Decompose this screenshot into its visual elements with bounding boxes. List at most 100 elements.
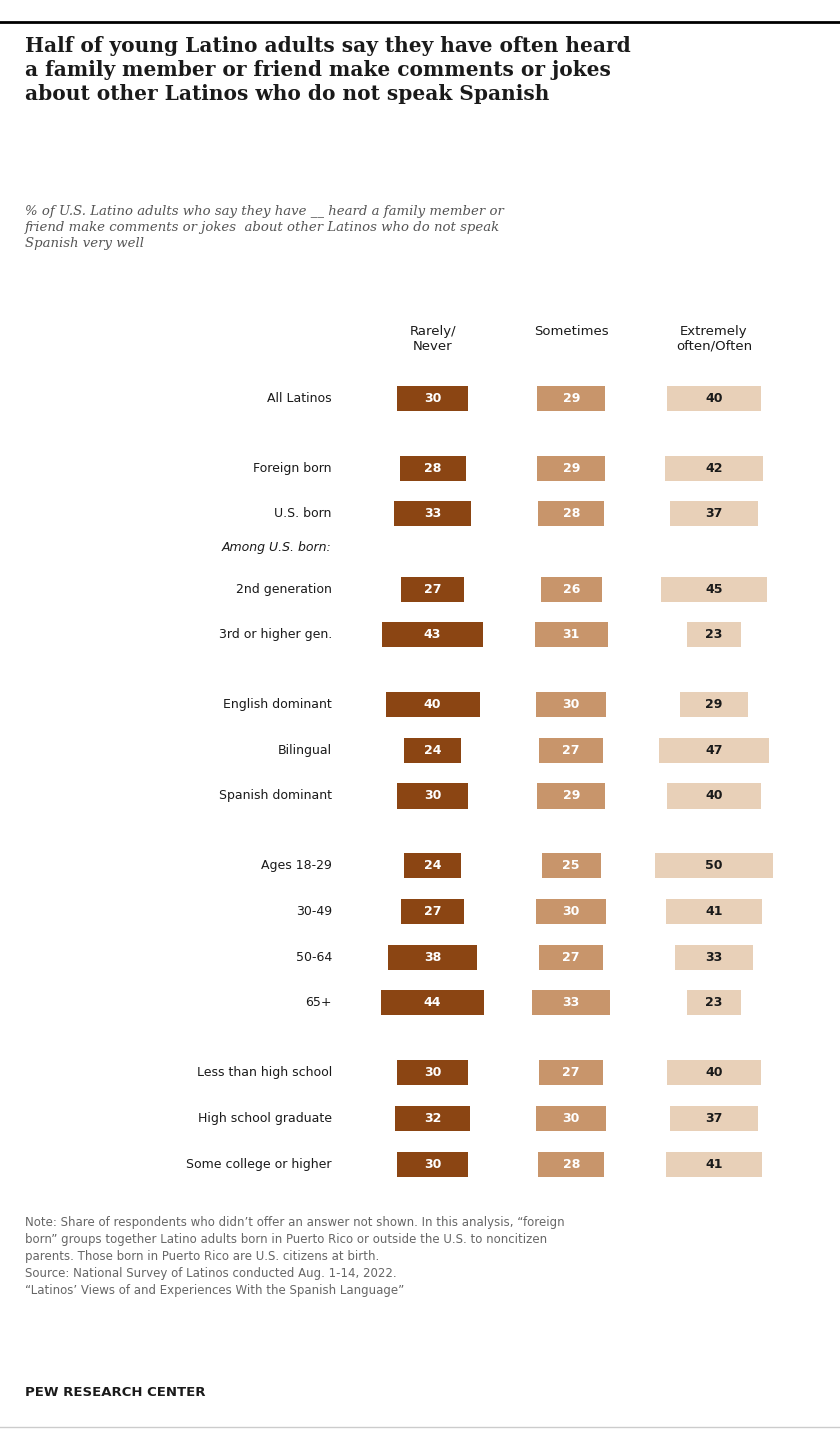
Text: 28: 28 xyxy=(424,462,441,475)
Text: 38: 38 xyxy=(424,950,441,963)
Text: Note: Share of respondents who didn’t offer an answer not shown. In this analysi: Note: Share of respondents who didn’t of… xyxy=(25,1216,564,1297)
Text: 30: 30 xyxy=(563,697,580,710)
Text: 2nd generation: 2nd generation xyxy=(236,582,332,595)
FancyBboxPatch shape xyxy=(667,784,761,809)
Text: 28: 28 xyxy=(563,507,580,520)
Text: 30: 30 xyxy=(424,1066,441,1079)
Text: 30: 30 xyxy=(424,1158,441,1171)
FancyBboxPatch shape xyxy=(687,991,741,1015)
Text: 23: 23 xyxy=(706,628,722,641)
FancyBboxPatch shape xyxy=(397,1060,468,1086)
FancyBboxPatch shape xyxy=(536,1106,606,1131)
FancyBboxPatch shape xyxy=(661,576,767,602)
FancyBboxPatch shape xyxy=(539,738,603,762)
FancyBboxPatch shape xyxy=(536,692,606,718)
Text: 41: 41 xyxy=(706,1158,722,1171)
Text: 30-49: 30-49 xyxy=(296,905,332,918)
Text: All Latinos: All Latinos xyxy=(267,391,332,404)
Text: 30: 30 xyxy=(563,1112,580,1125)
FancyBboxPatch shape xyxy=(401,900,465,924)
Text: Bilingual: Bilingual xyxy=(278,744,332,757)
Text: 40: 40 xyxy=(706,391,722,404)
Text: Among U.S. born:: Among U.S. born: xyxy=(222,540,332,553)
FancyBboxPatch shape xyxy=(666,900,762,924)
Text: Sometimes: Sometimes xyxy=(534,325,608,338)
FancyBboxPatch shape xyxy=(655,853,773,878)
FancyBboxPatch shape xyxy=(394,501,471,527)
FancyBboxPatch shape xyxy=(538,1151,604,1177)
Text: Rarely/
Never: Rarely/ Never xyxy=(409,325,456,352)
Text: 27: 27 xyxy=(424,582,441,595)
Text: 30: 30 xyxy=(424,790,441,803)
FancyBboxPatch shape xyxy=(381,991,485,1015)
Text: 37: 37 xyxy=(706,507,722,520)
FancyBboxPatch shape xyxy=(533,991,610,1015)
FancyBboxPatch shape xyxy=(538,501,604,527)
FancyBboxPatch shape xyxy=(537,784,606,809)
Text: 23: 23 xyxy=(706,996,722,1009)
FancyBboxPatch shape xyxy=(670,1106,758,1131)
Text: 50: 50 xyxy=(706,859,722,872)
FancyBboxPatch shape xyxy=(667,386,761,412)
FancyBboxPatch shape xyxy=(401,576,465,602)
Text: % of U.S. Latino adults who say they have __ heard a family member or
friend mak: % of U.S. Latino adults who say they hav… xyxy=(25,205,504,250)
Text: 27: 27 xyxy=(424,905,441,918)
FancyBboxPatch shape xyxy=(659,738,769,762)
FancyBboxPatch shape xyxy=(536,900,606,924)
Text: Spanish dominant: Spanish dominant xyxy=(218,790,332,803)
Text: 29: 29 xyxy=(706,697,722,710)
Text: 31: 31 xyxy=(563,628,580,641)
Text: 44: 44 xyxy=(424,996,441,1009)
Text: 29: 29 xyxy=(563,462,580,475)
FancyBboxPatch shape xyxy=(404,853,461,878)
FancyBboxPatch shape xyxy=(666,1151,762,1177)
FancyBboxPatch shape xyxy=(535,622,607,647)
FancyBboxPatch shape xyxy=(687,622,741,647)
FancyBboxPatch shape xyxy=(386,692,480,718)
FancyBboxPatch shape xyxy=(680,692,748,718)
FancyBboxPatch shape xyxy=(675,944,753,970)
Text: 30: 30 xyxy=(424,391,441,404)
Text: 33: 33 xyxy=(424,507,441,520)
Text: 45: 45 xyxy=(706,582,722,595)
Text: 40: 40 xyxy=(706,1066,722,1079)
Text: 65+: 65+ xyxy=(305,996,332,1009)
Text: 33: 33 xyxy=(563,996,580,1009)
Text: 29: 29 xyxy=(563,790,580,803)
FancyBboxPatch shape xyxy=(541,576,601,602)
Text: Less than high school: Less than high school xyxy=(197,1066,332,1079)
FancyBboxPatch shape xyxy=(664,456,764,481)
Text: Foreign born: Foreign born xyxy=(254,462,332,475)
Text: 25: 25 xyxy=(563,859,580,872)
Text: 40: 40 xyxy=(706,790,722,803)
Text: 24: 24 xyxy=(424,859,441,872)
Text: 37: 37 xyxy=(706,1112,722,1125)
Text: Ages 18-29: Ages 18-29 xyxy=(261,859,332,872)
Text: 40: 40 xyxy=(424,697,441,710)
Text: 41: 41 xyxy=(706,905,722,918)
Text: English dominant: English dominant xyxy=(223,697,332,710)
FancyBboxPatch shape xyxy=(395,1106,470,1131)
FancyBboxPatch shape xyxy=(404,738,461,762)
FancyBboxPatch shape xyxy=(397,386,468,412)
Text: 32: 32 xyxy=(424,1112,441,1125)
Text: Half of young Latino adults say they have often heard
a family member or friend : Half of young Latino adults say they hav… xyxy=(25,36,631,104)
FancyBboxPatch shape xyxy=(397,784,468,809)
FancyBboxPatch shape xyxy=(397,1151,468,1177)
Text: 50-64: 50-64 xyxy=(296,950,332,963)
Text: Some college or higher: Some college or higher xyxy=(186,1158,332,1171)
Text: Extremely
often/Often: Extremely often/Often xyxy=(676,325,752,352)
Text: 42: 42 xyxy=(706,462,722,475)
Text: 30: 30 xyxy=(563,905,580,918)
FancyBboxPatch shape xyxy=(400,456,465,481)
FancyBboxPatch shape xyxy=(537,456,606,481)
FancyBboxPatch shape xyxy=(542,853,601,878)
FancyBboxPatch shape xyxy=(382,622,483,647)
FancyBboxPatch shape xyxy=(388,944,477,970)
Text: 3rd or higher gen.: 3rd or higher gen. xyxy=(218,628,332,641)
Text: 27: 27 xyxy=(563,1066,580,1079)
Text: 43: 43 xyxy=(424,628,441,641)
FancyBboxPatch shape xyxy=(537,386,606,412)
Text: 24: 24 xyxy=(424,744,441,757)
Text: PEW RESEARCH CENTER: PEW RESEARCH CENTER xyxy=(25,1386,206,1399)
